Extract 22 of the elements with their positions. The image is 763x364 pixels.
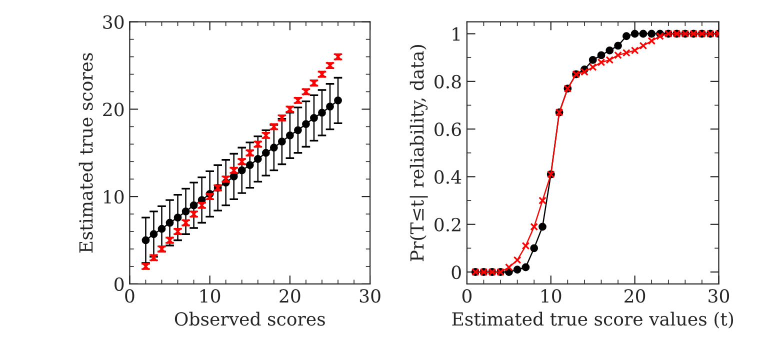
y-tick-label: 0.2 [434,218,460,232]
y-axis-title: Estimated true scores [78,53,93,253]
x-tick-label: 0 [125,289,134,303]
y-tick-label: 30 [103,15,124,29]
x-tick-label: 30 [708,289,730,303]
y-tick-label: 0 [452,265,461,280]
y-tick-label: 20 [103,102,124,116]
x-axis-title: Estimated true score values (t) [452,312,734,328]
y-axis-title: Pr(T≤t| reliability, data) [410,45,428,262]
x-tick-label: 20 [624,289,646,303]
y-tick-label: 0.8 [434,74,461,89]
x-tick-label: 30 [360,289,380,303]
y-tick-label: 0 [114,277,124,292]
y-tick-label: 0.4 [434,170,462,184]
y-tick-label: 1 [452,27,460,41]
x-tick-label: 10 [542,289,562,303]
x-axis-title: Observed scores [174,312,325,326]
x-tick-label: 10 [200,289,220,303]
y-tick-label: 10 [104,190,124,204]
y-tick-label: 0.6 [434,122,461,136]
x-tick-label: 20 [280,289,300,303]
x-tick-label: 0 [462,289,472,303]
